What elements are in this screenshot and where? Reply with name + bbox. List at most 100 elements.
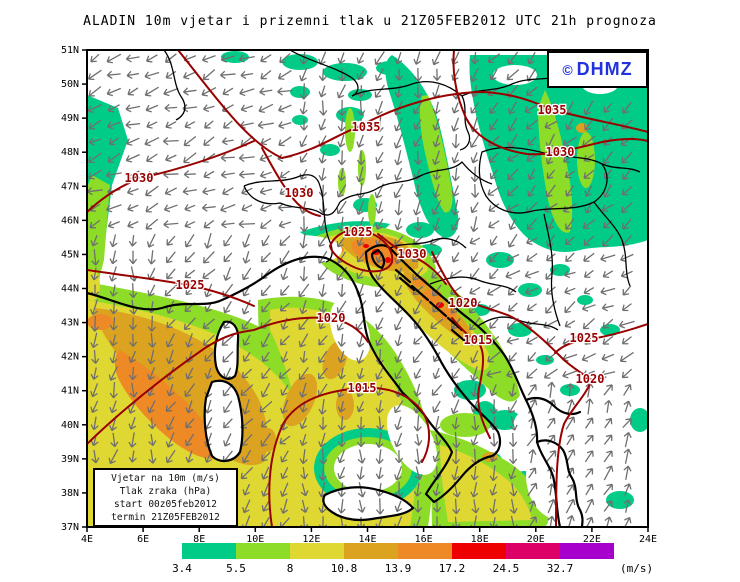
wind-arrow	[183, 71, 197, 80]
wind-arrow	[105, 204, 122, 213]
wind-arrow	[430, 318, 444, 329]
wind-arrow	[299, 350, 308, 364]
wind-arrow	[90, 400, 99, 413]
wind-arrow	[413, 199, 421, 216]
wind-arrow	[222, 351, 234, 363]
wind-arrow	[145, 54, 158, 63]
wind-arrow	[260, 284, 271, 297]
wind-arrow	[413, 84, 423, 99]
wind-arrow	[583, 154, 595, 162]
wind-arrow	[299, 101, 308, 115]
wind-arrow	[201, 203, 216, 212]
wind-arrow	[413, 415, 422, 432]
wind-arrow	[603, 219, 613, 229]
wind-arrow	[564, 287, 576, 295]
wind-arrow	[126, 137, 140, 146]
wind-arrow	[125, 104, 141, 113]
wind-arrow	[603, 465, 614, 481]
colorbar-segment	[560, 543, 614, 559]
wind-arrow	[299, 449, 308, 465]
wind-arrow	[412, 299, 423, 315]
wind-arrow	[318, 85, 327, 98]
wind-arrow	[581, 303, 596, 312]
wind-arrow	[413, 119, 422, 130]
wind-arrow	[526, 218, 538, 230]
wind-arrow	[280, 267, 289, 281]
wind-arrow	[375, 168, 384, 181]
wind-arrow	[451, 185, 460, 197]
wind-arrow	[375, 301, 385, 313]
wind-arrow	[337, 466, 346, 480]
x-tick-label: 8E	[193, 534, 205, 545]
wind-arrow	[623, 400, 632, 413]
wind-arrow	[109, 382, 118, 399]
wind-arrow	[318, 234, 328, 247]
isobar-label: 1030	[125, 171, 154, 185]
wind-arrow	[507, 168, 519, 181]
wind-arrow	[222, 418, 233, 429]
wind-arrow	[394, 69, 404, 81]
wind-arrow	[623, 499, 632, 513]
wind-arrow	[413, 482, 422, 497]
wind-arrow	[87, 187, 103, 196]
wind-arrow	[109, 284, 118, 297]
wind-arrow	[450, 217, 461, 231]
wind-arrow	[299, 83, 308, 100]
wind-arrow	[108, 137, 120, 146]
wind-arrow	[318, 318, 327, 330]
wind-arrow	[242, 233, 251, 248]
y-tick-label: 48N	[61, 147, 79, 158]
wind-arrow	[108, 366, 118, 381]
wind-arrow	[489, 152, 499, 164]
wind-arrow	[260, 382, 271, 398]
wind-arrow	[470, 434, 479, 446]
y-tick-label: 49N	[61, 113, 79, 124]
wind-arrow	[432, 351, 441, 363]
wind-arrow	[336, 200, 347, 215]
wind-arrow	[318, 68, 327, 82]
wind-arrow	[91, 449, 100, 464]
wind-arrow	[622, 102, 632, 114]
wind-arrow	[508, 449, 518, 465]
wind-arrow	[527, 168, 536, 181]
y-tick-label: 41N	[61, 386, 79, 397]
wind-arrow	[88, 119, 102, 130]
wind-arrow	[451, 152, 460, 164]
wind-arrow	[432, 150, 440, 166]
wind-arrow	[259, 400, 273, 413]
wind-arrow	[507, 185, 519, 197]
wind-arrow	[164, 103, 178, 113]
y-tick-label: 43N	[61, 318, 79, 329]
wind-arrow	[412, 267, 424, 281]
info-box-line-wind: Vjetar na 10m (m/s)	[111, 472, 220, 484]
wind-arrow	[507, 400, 518, 414]
wind-arrow	[431, 200, 442, 216]
wind-arrow	[394, 167, 403, 181]
wind-arrow	[506, 336, 520, 345]
wind-arrow	[127, 87, 139, 96]
wind-arrow	[357, 100, 366, 116]
wind-arrow	[374, 283, 385, 298]
wind-arrow	[545, 184, 556, 198]
x-tick-label: 6E	[137, 534, 149, 545]
colorbar-tick-label: 32.7	[547, 562, 574, 575]
wind-arrow	[183, 170, 196, 179]
wind-arrow	[261, 466, 270, 480]
wind-arrow	[489, 384, 498, 397]
wind-arrow	[260, 252, 271, 263]
wind-arrow	[394, 284, 403, 297]
wind-arrow	[261, 482, 270, 497]
wind-arrow	[602, 270, 614, 279]
wind-arrow	[336, 234, 347, 248]
wind-arrow	[412, 350, 423, 364]
wind-arrow	[109, 350, 118, 364]
wind-arrow	[126, 70, 140, 79]
wind-arrow	[163, 204, 178, 213]
wind-arrow	[260, 219, 272, 229]
wind-arrow	[258, 103, 274, 114]
wind-arrow	[280, 498, 289, 514]
wind-arrows-layer	[87, 51, 635, 527]
wind-arrow	[223, 433, 232, 447]
